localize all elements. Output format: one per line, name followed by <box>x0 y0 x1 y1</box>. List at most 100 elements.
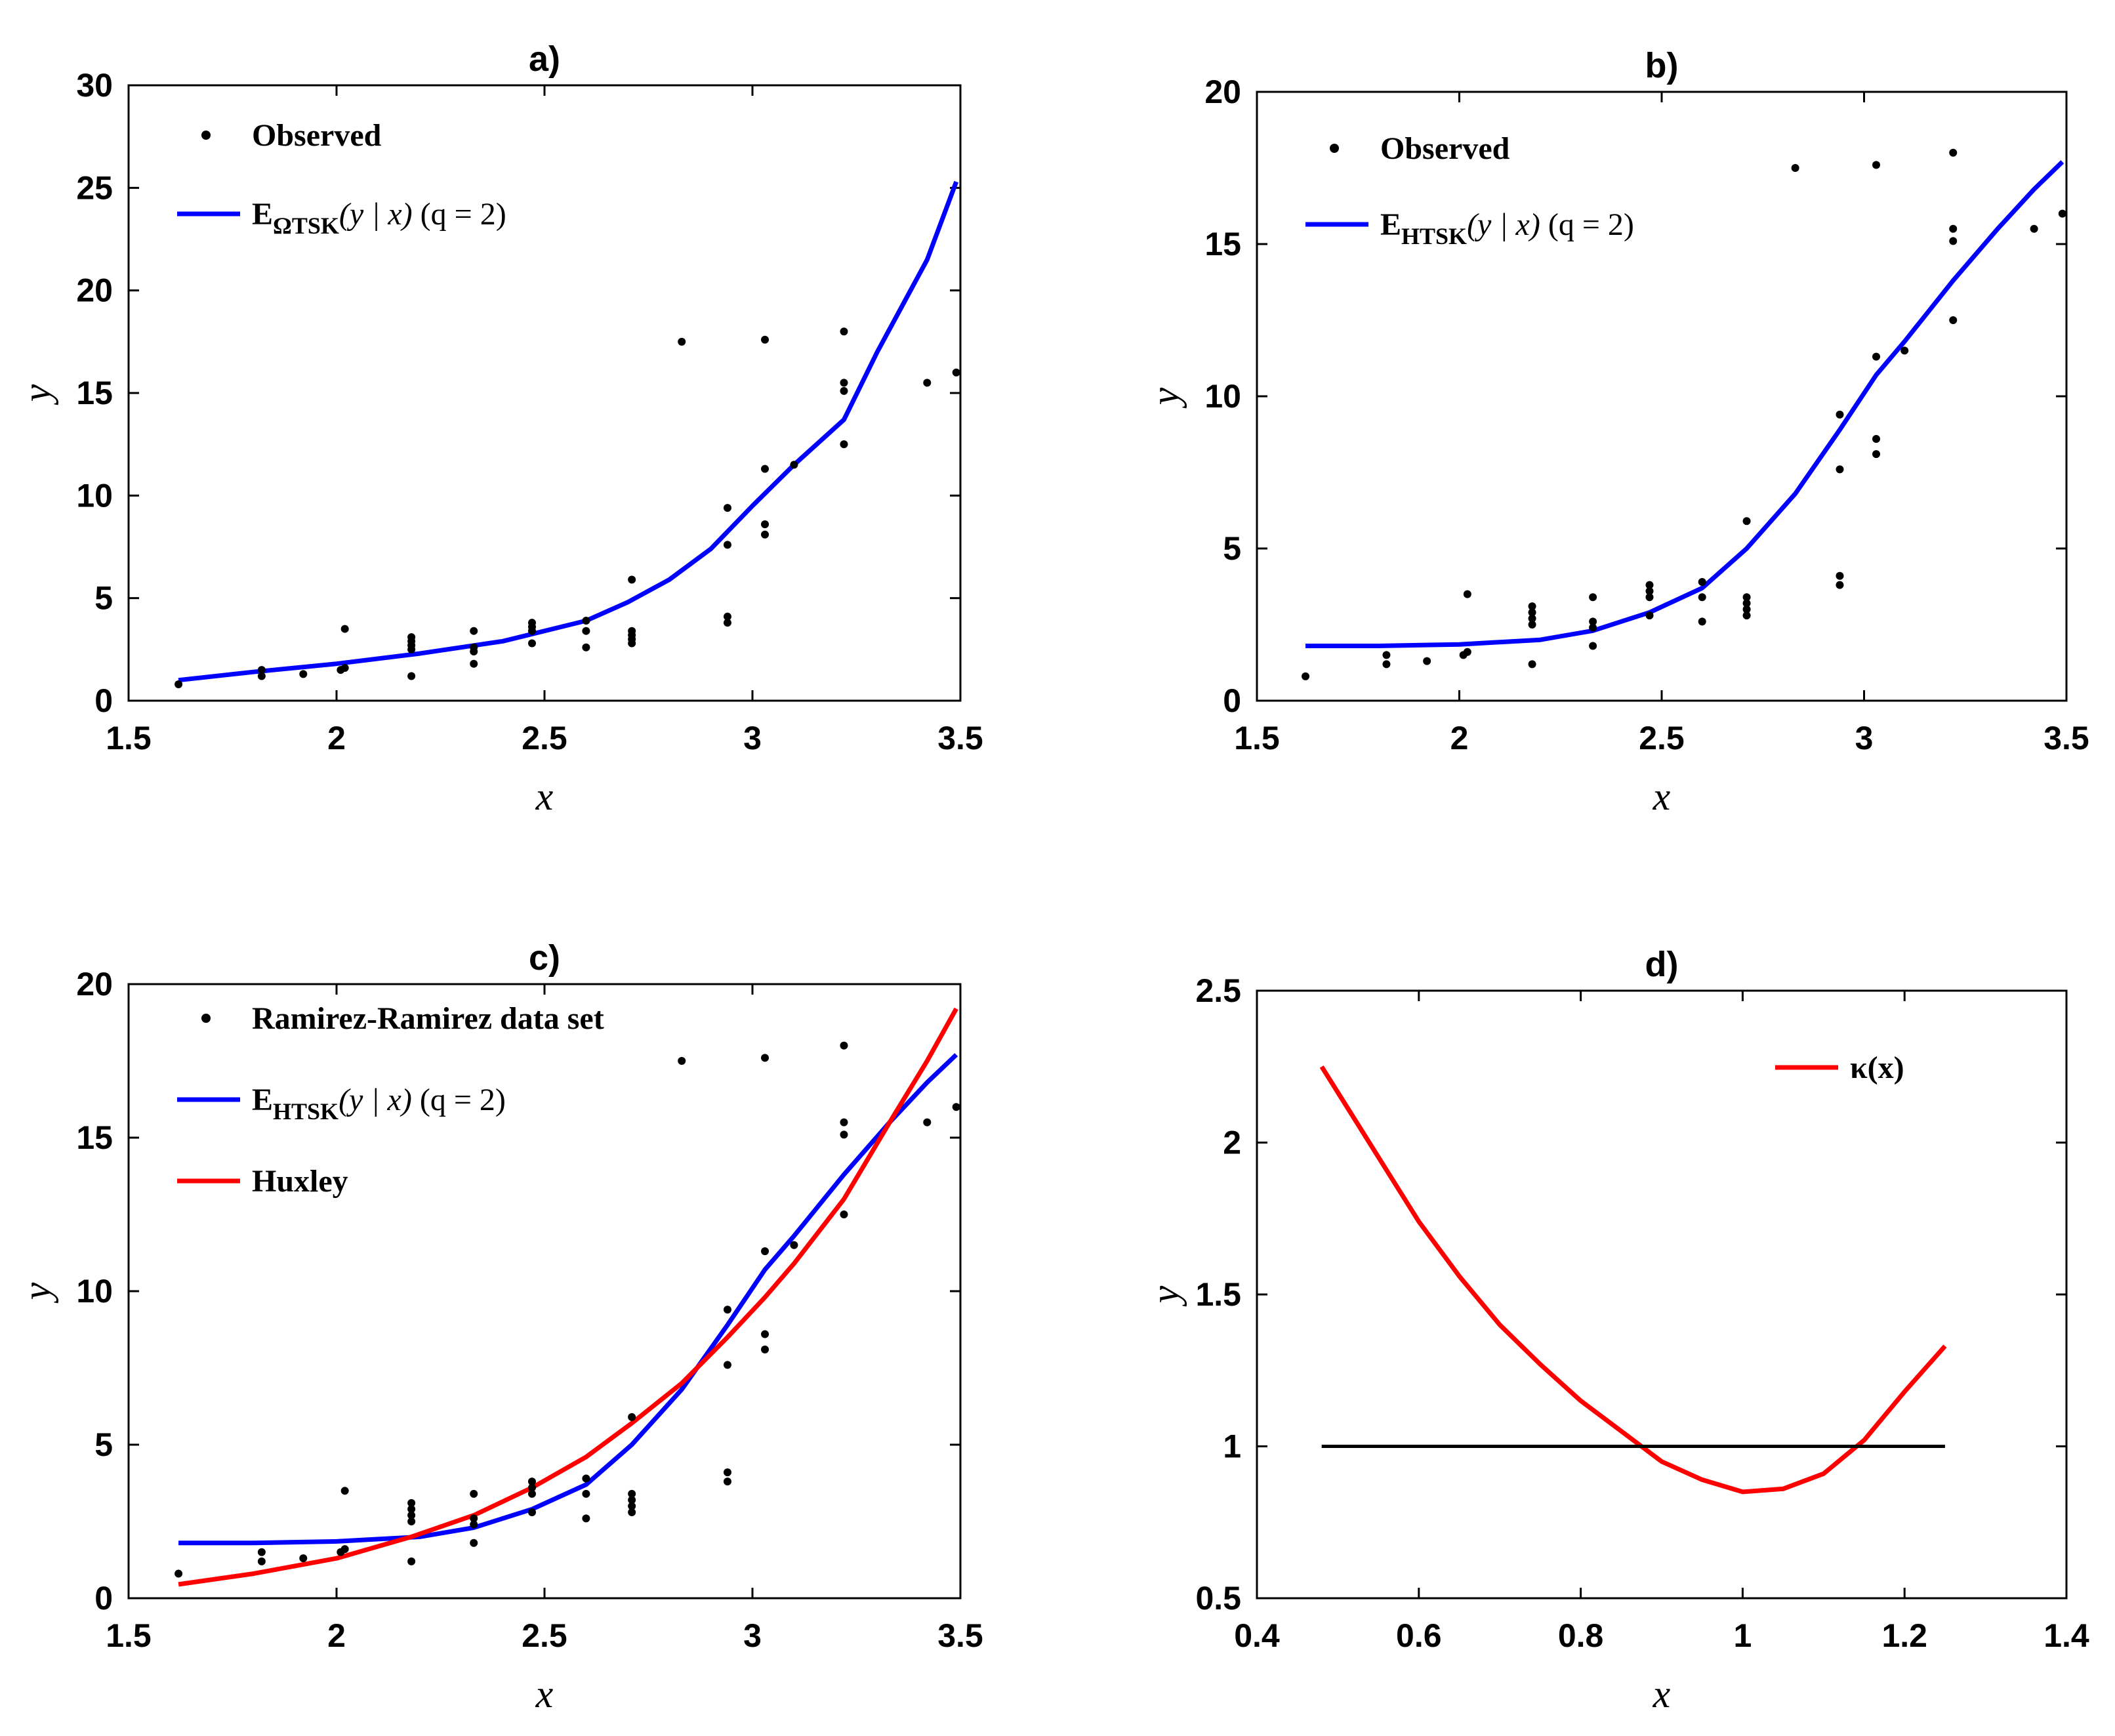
axes-box <box>1256 989 2068 1600</box>
data-point <box>1645 581 1654 589</box>
x-tick-label: 1.5 <box>106 1617 152 1654</box>
data-point <box>761 1054 770 1062</box>
data-point <box>582 1514 590 1523</box>
x-tick-label: 2 <box>1450 720 1469 756</box>
data-point <box>1742 593 1751 602</box>
x-tick-label: 1 <box>1733 1617 1752 1654</box>
data-point <box>470 1520 478 1529</box>
data-point <box>527 1483 536 1492</box>
data-point <box>840 386 848 395</box>
data-point <box>1791 164 1799 172</box>
data-point <box>840 327 848 336</box>
x-tick-label: 3.5 <box>937 720 983 756</box>
data-point <box>761 465 770 473</box>
legend-entry: EΩTSK(y | x) (q = 2) <box>177 197 506 239</box>
x-tick-label: 1.4 <box>2043 1617 2089 1654</box>
data-point <box>257 672 266 680</box>
data-point <box>840 440 848 449</box>
data-point <box>1528 614 1536 623</box>
data-point <box>952 1103 960 1111</box>
axes-box <box>1256 91 2068 702</box>
x-tick-label: 3.5 <box>2043 720 2089 756</box>
legend-entry: κ(x) <box>1775 1050 1904 1085</box>
data-point <box>582 1489 590 1498</box>
x-tick-label: 2.5 <box>522 1617 567 1654</box>
data-point <box>840 1041 848 1050</box>
x-tick-label: 2.5 <box>522 720 567 756</box>
legend-marker <box>201 1014 211 1023</box>
data-point <box>1698 593 1706 602</box>
data-point <box>1949 237 1958 245</box>
x-tick-label: 2.5 <box>1639 720 1685 756</box>
data-point <box>723 612 731 621</box>
x-tick-label: 2 <box>327 1617 346 1654</box>
data-point <box>470 1489 478 1498</box>
panel-title: a) <box>529 39 560 79</box>
data-point <box>2058 209 2066 218</box>
data-point <box>1742 611 1751 620</box>
data-point <box>175 680 183 688</box>
y-tick-label: 2 <box>1223 1125 1241 1161</box>
legend-entry: EHTSK(y | x) (q = 2) <box>1305 207 1634 249</box>
data-point <box>1463 590 1471 598</box>
data-point <box>299 670 308 678</box>
data-point <box>1836 581 1844 589</box>
data-point <box>470 659 478 668</box>
data-point <box>257 1557 266 1565</box>
data-point <box>407 1498 416 1507</box>
data-point <box>840 379 848 387</box>
y-tick-label: 25 <box>76 169 113 206</box>
data-point <box>840 1130 848 1139</box>
data-point <box>723 1361 731 1369</box>
legend-marker <box>1330 144 1339 153</box>
legend-label: Observed <box>1380 131 1510 166</box>
data-point <box>723 1478 731 1486</box>
data-point <box>1528 660 1536 669</box>
data-point <box>2030 224 2038 233</box>
data-point <box>1742 605 1751 613</box>
data-point <box>1463 648 1471 656</box>
x-axis-label: x <box>535 775 554 818</box>
data-point <box>1872 434 1881 443</box>
data-point <box>723 1468 731 1477</box>
y-axis-label: y <box>1143 387 1187 409</box>
data-point <box>1742 517 1751 526</box>
y-tick-label: 30 <box>76 67 113 104</box>
data-point <box>1698 617 1706 626</box>
x-axis-label: x <box>1653 1672 1671 1716</box>
data-point <box>527 1489 536 1498</box>
axes-box <box>127 983 962 1600</box>
data-point <box>1589 623 1597 632</box>
series-line <box>178 1053 958 1546</box>
data-point <box>1949 148 1958 157</box>
data-point <box>407 672 416 680</box>
data-point <box>527 639 536 648</box>
y-tick-label: 10 <box>76 477 113 514</box>
data-point <box>1589 642 1597 650</box>
panel-c: c) 1.5 2 2.5 3 3.5 0 5 10 15 20 x y Ramirez-Ramirez d… <box>15 938 983 1716</box>
data-point <box>761 1330 770 1338</box>
data-point <box>1949 224 1958 233</box>
data-point <box>582 643 590 651</box>
x-tick-label: 2 <box>327 720 346 756</box>
data-point <box>340 1545 349 1554</box>
y-tick-label: 15 <box>1204 226 1241 262</box>
data-point <box>1742 599 1751 608</box>
data-point <box>723 541 731 549</box>
y-axis-label: y <box>15 1282 58 1304</box>
legend-label: Huxley <box>252 1164 348 1199</box>
data-point <box>175 1569 183 1578</box>
panel-a: a) 1.5 2 2.5 3 3.5 0 5 10 15 20 25 30 x y Observed EΩTSK… <box>15 39 983 818</box>
panel-title: d) <box>1645 945 1679 984</box>
data-point <box>1382 660 1391 669</box>
y-tick-label: 15 <box>76 1119 113 1156</box>
data-point <box>761 1345 770 1354</box>
data-point <box>1589 593 1597 602</box>
data-point <box>723 504 731 512</box>
data-point <box>1589 617 1597 626</box>
x-tick-label: 3 <box>743 720 762 756</box>
data-point <box>923 1118 932 1126</box>
data-point <box>1949 316 1958 324</box>
legend-marker <box>201 131 211 140</box>
y-tick-label: 1.5 <box>1195 1276 1241 1313</box>
